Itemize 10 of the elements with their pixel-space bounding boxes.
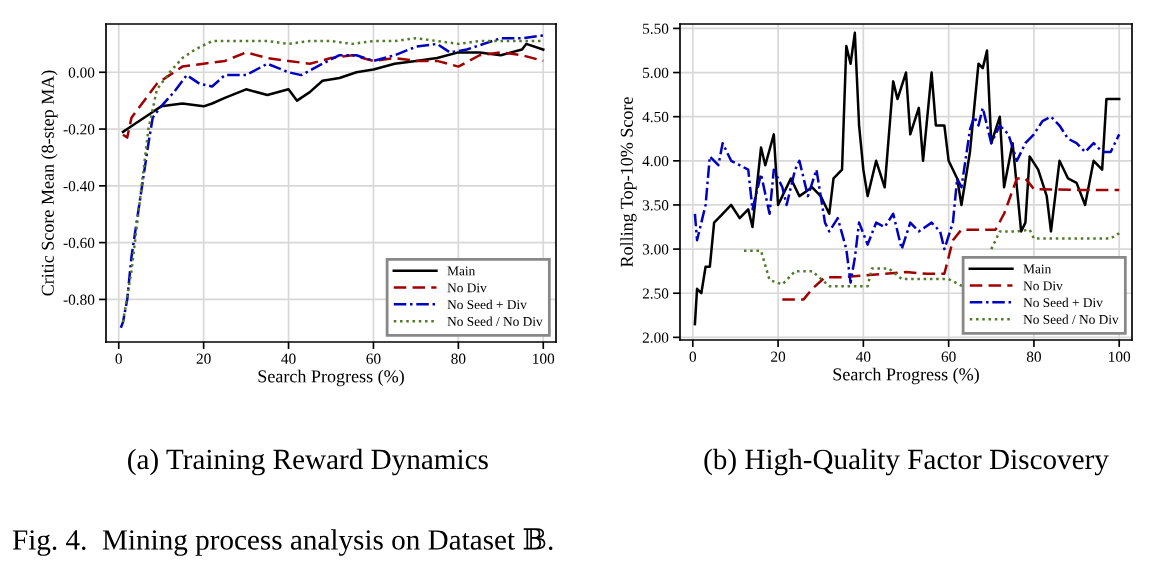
x-axis-title: Search Progress (%) <box>258 369 404 387</box>
line-series <box>693 106 1121 284</box>
y-axis-title: Rolling Top-10% Score <box>620 97 637 267</box>
line-series <box>781 177 1121 301</box>
text: (a) Training Reward Dynamics <box>128 448 488 476</box>
y-axis-title: Critic Score Mean (8-step MA) <box>41 70 58 296</box>
line-series <box>693 31 1121 326</box>
x-axis-title: Search Progress (%) <box>833 367 979 385</box>
text: (b) High-Quality Factor Discovery <box>704 448 1109 476</box>
caption: Fig. 4. Mining process analysis on Dataset 𝔹. <box>12 528 553 556</box>
